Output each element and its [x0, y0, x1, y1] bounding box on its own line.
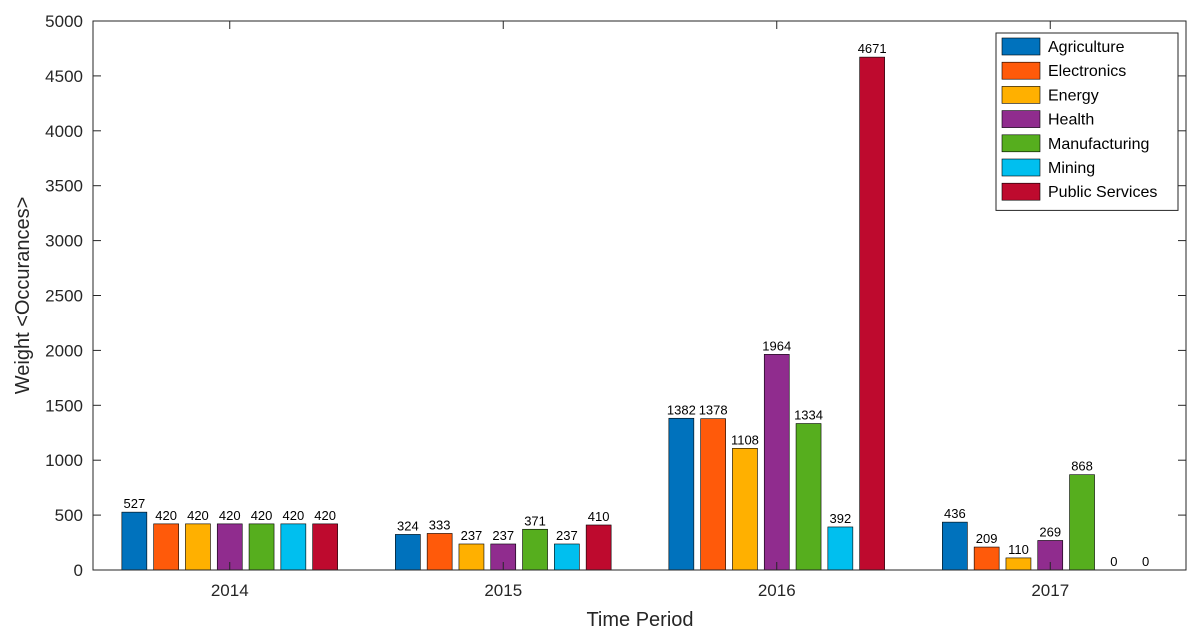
data-label: 237 — [492, 528, 514, 543]
data-label: 1964 — [762, 338, 791, 353]
data-label: 420 — [187, 508, 209, 523]
x-tick-label: 2015 — [484, 581, 522, 600]
y-tick-label: 4500 — [45, 67, 83, 86]
data-label: 209 — [976, 531, 998, 546]
bar-manufacturing-2017 — [1069, 474, 1095, 571]
legend-swatch — [1001, 37, 1041, 56]
data-label: 110 — [1008, 542, 1029, 557]
bar-public-services-2014 — [312, 523, 338, 571]
y-tick-label: 2000 — [45, 341, 83, 360]
legend-swatch — [1001, 182, 1041, 201]
bar-electronics-2014 — [153, 523, 179, 571]
bar-agriculture-2014 — [121, 511, 148, 571]
data-label: 1382 — [667, 402, 696, 417]
data-label: 324 — [397, 518, 419, 533]
data-label: 237 — [556, 528, 578, 543]
bar-electronics-2017 — [973, 546, 1000, 571]
data-label: 420 — [282, 508, 304, 523]
data-label: 371 — [524, 513, 546, 528]
bar-energy-2014 — [185, 523, 211, 571]
bar-health-2016 — [763, 354, 790, 571]
y-tick-label: 5000 — [45, 12, 83, 31]
bar-electronics-2015 — [426, 533, 453, 571]
y-tick-label: 1500 — [45, 396, 83, 415]
data-label: 1108 — [731, 432, 759, 447]
data-label: 410 — [588, 509, 610, 524]
bar-agriculture-2015 — [395, 534, 421, 571]
x-tick-label: 2016 — [758, 581, 796, 600]
bar-mining-2015 — [554, 543, 580, 571]
y-tick-label: 4000 — [45, 122, 83, 141]
bar-energy-2015 — [458, 543, 485, 571]
bar-manufacturing-2015 — [522, 528, 548, 571]
bar-manufacturing-2016 — [795, 423, 822, 571]
x-axis-title: Time Period — [586, 609, 693, 631]
data-label: 420 — [314, 508, 336, 523]
data-label: 269 — [1039, 524, 1061, 539]
y-tick-label: 500 — [55, 506, 83, 525]
data-label: 527 — [123, 496, 145, 511]
data-label: 333 — [429, 517, 451, 532]
y-tick-label: 0 — [74, 561, 83, 580]
legend-entry-label: Health — [1048, 112, 1094, 129]
bar-manufacturing-2014 — [248, 523, 275, 571]
legend-swatch — [1001, 158, 1041, 177]
bar-agriculture-2016 — [668, 417, 695, 571]
data-label: 392 — [829, 511, 851, 526]
data-label: 0 — [1110, 554, 1117, 569]
x-tick-label: 2014 — [211, 581, 249, 600]
legend: Agriculture Electronics Energy Health Manufa… — [995, 32, 1179, 211]
legend-swatch — [1001, 110, 1041, 128]
bars-layer — [121, 56, 1095, 571]
data-label: 237 — [461, 528, 483, 543]
y-tick-label: 1000 — [45, 451, 83, 470]
axes-layer: 0 500 1000 1500 2000 2500 3000 3500 4000 4500 5000… — [45, 12, 1187, 600]
data-label: 420 — [251, 508, 273, 523]
legend-entry-label: Manufacturing — [1048, 136, 1149, 153]
legend-swatch — [1001, 61, 1041, 80]
data-label: 1334 — [794, 408, 823, 423]
data-label: 420 — [155, 508, 177, 523]
y-axis-title: Weight <Occurances> — [12, 197, 34, 395]
data-label: 436 — [944, 506, 966, 521]
data-label: 1378 — [699, 403, 728, 418]
data-label: 420 — [219, 508, 241, 523]
bar-public-services-2016 — [859, 56, 885, 571]
bar-energy-2017 — [1005, 557, 1032, 571]
bar-energy-2016 — [732, 448, 758, 571]
y-tick-label: 2500 — [45, 287, 83, 306]
legend-entry-label: Energy — [1048, 87, 1099, 104]
bar-electronics-2016 — [700, 418, 726, 571]
bar-mining-2014 — [280, 523, 307, 571]
bar-mining-2016 — [827, 526, 854, 571]
data-labels-layer: 527 420 420 420 420 420 420 324 333 237 237 371 237 4… — [123, 41, 1149, 569]
legend-swatch — [1001, 86, 1041, 104]
legend-entry-label: Mining — [1048, 160, 1095, 177]
legend-entry-label: Agriculture — [1048, 39, 1125, 56]
bar-agriculture-2017 — [942, 521, 968, 571]
legend-swatch — [1001, 134, 1041, 153]
y-tick-label: 3500 — [45, 177, 83, 196]
y-tick-label: 3000 — [45, 232, 83, 251]
data-label: 868 — [1071, 459, 1093, 474]
legend-entry-label: Public Services — [1048, 184, 1157, 201]
data-label: 4671 — [858, 41, 887, 56]
legend-entry-label: Electronics — [1048, 63, 1126, 80]
data-label: 0 — [1142, 554, 1149, 569]
bar-public-services-2015 — [585, 524, 612, 571]
x-tick-label: 2017 — [1031, 581, 1069, 600]
